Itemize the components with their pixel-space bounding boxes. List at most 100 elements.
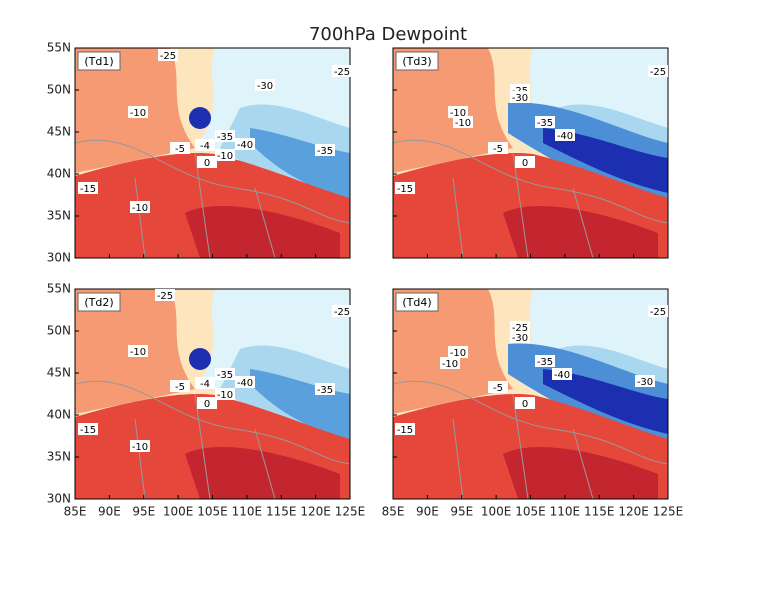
lon-label: 100E	[163, 505, 194, 519]
contour-label-box	[448, 106, 468, 118]
lon-label: 90E	[416, 505, 439, 519]
contour-label: -30	[512, 333, 528, 344]
lon-label: 115E	[266, 505, 297, 519]
contour-label: -35	[537, 357, 553, 368]
lon-label: 100E	[481, 505, 512, 519]
lat-label: 40N	[47, 167, 71, 181]
panel-label-box	[395, 292, 439, 312]
panel-label: (Td2)	[84, 296, 113, 309]
contour-label-box	[195, 377, 215, 389]
contour-label-box	[535, 355, 555, 367]
map-panel: (Td1) -25 -25 -30 -10 -5 -4 -35 -40 -10 0 -35 -15 -10…	[47, 41, 352, 265]
contour-label-box	[448, 346, 468, 358]
contour-label: -10	[442, 359, 458, 370]
border-lines	[393, 380, 668, 499]
lon-label: 110E	[550, 505, 581, 519]
contour-label: -35	[317, 146, 333, 157]
contour-label-box	[128, 106, 148, 118]
contour-label: -25	[512, 323, 528, 334]
contour-label-box	[395, 423, 415, 435]
contour-label-box	[315, 144, 335, 156]
darkred-region	[185, 446, 340, 499]
contour-label-box	[440, 357, 460, 369]
contour-label: -5	[175, 382, 185, 393]
contour-label: -25	[650, 307, 666, 318]
navy-region	[543, 128, 668, 193]
contour-label-box	[535, 116, 555, 128]
contour-label-box	[510, 331, 530, 343]
darkred-region	[503, 205, 658, 258]
blue-region	[250, 128, 350, 198]
panel-label: (Td4)	[402, 296, 431, 309]
lon-label: 85E	[64, 505, 87, 519]
contour-label: -4	[200, 379, 210, 390]
contour-label: -25	[334, 307, 350, 318]
contour-label: -10	[217, 151, 233, 162]
lon-label: 95E	[132, 505, 155, 519]
figure-title: 700hPa Dewpoint	[309, 24, 467, 45]
contour-label: -40	[237, 378, 253, 389]
lat-label: 55N	[47, 282, 71, 296]
contour-label-box	[235, 138, 255, 150]
contour-label-box	[332, 65, 352, 77]
contour-label-box	[170, 142, 190, 154]
border-lines	[75, 139, 350, 258]
contour-label: -25	[650, 67, 666, 78]
contour-label-box	[128, 345, 148, 357]
lat-label: 50N	[47, 83, 71, 97]
contour-label: 0	[204, 158, 210, 169]
contour-label-box	[515, 156, 535, 168]
blue-spot	[189, 107, 211, 129]
contour-label-box	[332, 305, 352, 317]
contour-label: -10	[132, 442, 148, 453]
contour-label: -10	[130, 108, 146, 119]
contour-label: -10	[217, 390, 233, 401]
contour-label: -35	[217, 132, 233, 143]
border-lines	[75, 380, 350, 499]
contour-label: -10	[455, 118, 471, 129]
contour-label: -35	[217, 370, 233, 381]
contour-label: 0	[204, 399, 210, 410]
contour-label-box	[635, 375, 655, 387]
lon-label: 85E	[382, 505, 405, 519]
map-fill	[393, 48, 668, 258]
contour-label: -40	[557, 131, 573, 142]
lat-label: 50N	[47, 324, 71, 338]
contour-label-box	[453, 116, 473, 128]
contour-label-box	[215, 368, 235, 380]
panel-label-box	[395, 51, 439, 71]
contour-label: -5	[493, 383, 503, 394]
contour-label: -40	[237, 140, 253, 151]
contour-label-box	[315, 383, 335, 395]
contour-label-box	[215, 388, 235, 400]
lon-label: 95E	[450, 505, 473, 519]
panel-label: (Td1)	[84, 55, 113, 68]
lat-label: 35N	[47, 209, 71, 223]
lon-label: 120E	[618, 505, 649, 519]
contour-label: -30	[512, 93, 528, 104]
contour-label-box	[488, 381, 508, 393]
contour-label-box	[488, 142, 508, 154]
contour-label: -25	[334, 67, 350, 78]
blue-region	[250, 369, 350, 439]
contour-label: -25	[157, 291, 173, 302]
contour-label: -40	[554, 370, 570, 381]
lat-label: 30N	[47, 492, 71, 506]
contour-label-box	[510, 91, 530, 103]
contour-label: -10	[130, 347, 146, 358]
contour-label-box	[648, 305, 668, 317]
contour-label-box	[197, 156, 217, 168]
blue-spot	[189, 348, 211, 370]
panel-label-box	[77, 292, 121, 312]
contour-label-box	[130, 440, 150, 452]
darkred-region	[503, 446, 658, 499]
map-panel: (Td3)-25-25-30-10-10-35-40-50-15	[392, 47, 669, 259]
lon-label: 125E	[335, 505, 366, 519]
contour-label: -30	[257, 81, 273, 92]
panel-label-box	[77, 51, 121, 71]
contour-label: -5	[175, 144, 185, 155]
contour-label: 0	[522, 158, 528, 169]
contour-label: -10	[450, 348, 466, 359]
contour-label-box	[552, 368, 572, 380]
contour-label-box	[510, 321, 530, 333]
